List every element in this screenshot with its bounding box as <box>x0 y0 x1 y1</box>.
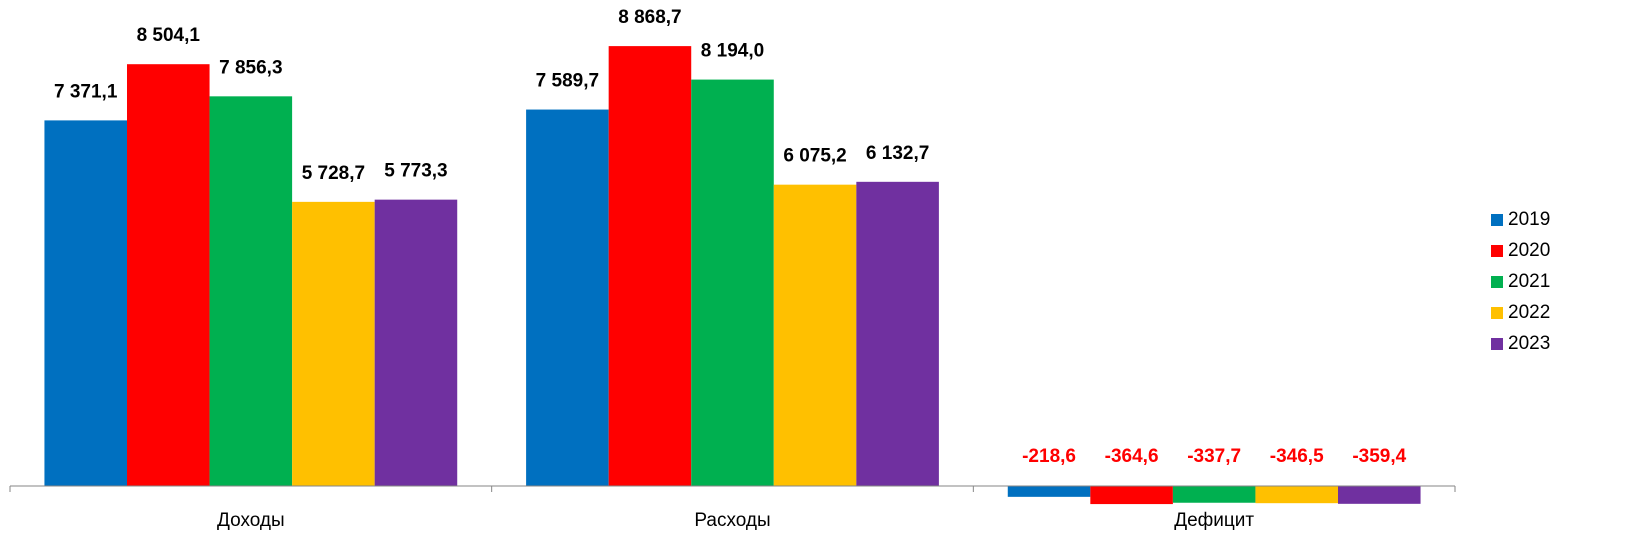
value-label: -346,5 <box>1270 446 1324 467</box>
value-label: 8 504,1 <box>137 25 201 46</box>
value-label: 6 075,2 <box>783 146 846 167</box>
value-label: -359,4 <box>1352 446 1406 467</box>
value-label: -218,6 <box>1022 446 1076 467</box>
legend-label: 2019 <box>1508 209 1550 230</box>
legend-swatch <box>1491 276 1503 288</box>
value-label: 8 868,7 <box>618 7 681 28</box>
bar <box>773 184 857 486</box>
bar <box>126 64 210 486</box>
bar <box>526 109 609 487</box>
bar <box>1172 486 1256 503</box>
legend-swatch <box>1491 214 1503 226</box>
bar <box>856 181 939 486</box>
legend-label: 2022 <box>1508 302 1550 323</box>
value-label: -337,7 <box>1187 446 1241 467</box>
legend-swatch <box>1491 245 1503 257</box>
value-label: 7 589,7 <box>536 71 599 92</box>
legend-label: 2020 <box>1508 240 1550 261</box>
value-label: 5 728,7 <box>302 163 365 184</box>
value-label: 5 773,3 <box>384 161 447 182</box>
value-label: 7 371,1 <box>54 81 118 102</box>
x-tick-label: Дефицит <box>1174 510 1254 531</box>
x-tick-label: Расходы <box>694 510 770 531</box>
bar <box>44 120 127 487</box>
value-label: 8 194,0 <box>701 41 764 62</box>
value-label: 6 132,7 <box>866 143 929 164</box>
bar <box>1338 486 1421 504</box>
bar <box>608 46 692 486</box>
value-label: 7 856,3 <box>219 57 282 78</box>
bar <box>1007 486 1091 497</box>
bar <box>209 96 293 487</box>
bar <box>1090 486 1173 505</box>
value-label: -364,6 <box>1105 446 1159 467</box>
legend-label: 2023 <box>1508 333 1550 354</box>
bar <box>374 199 458 486</box>
x-tick-label: Доходы <box>217 510 285 531</box>
legend-swatch <box>1491 338 1503 350</box>
bar <box>292 201 375 486</box>
legend-label: 2021 <box>1508 271 1550 292</box>
bar <box>691 79 774 486</box>
bar <box>1255 486 1339 504</box>
legend-swatch <box>1491 307 1503 319</box>
